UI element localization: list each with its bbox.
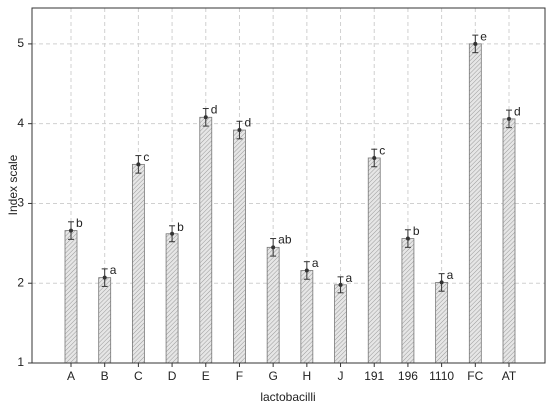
mean-dot (439, 280, 444, 285)
significance-letter: c (379, 143, 385, 157)
significance-letter: b (413, 224, 420, 238)
mean-dot (372, 155, 377, 160)
bar (300, 270, 314, 364)
x-tick-label: B (101, 369, 109, 383)
x-tick-label: C (134, 369, 143, 383)
mean-dot (405, 236, 410, 241)
x-tick-label: FC (467, 369, 483, 383)
significance-letter: a (346, 271, 353, 285)
mean-dot (170, 231, 175, 236)
x-tick-label: 1110 (429, 369, 454, 383)
mean-dot (203, 115, 208, 120)
x-tick-label: A (67, 369, 75, 383)
bar (98, 277, 112, 364)
bar (233, 129, 246, 364)
significance-letter: d (211, 103, 218, 117)
y-tick-label: 2 (17, 275, 24, 289)
bar (435, 282, 449, 364)
bar (199, 116, 213, 364)
bar (334, 284, 347, 364)
bar (502, 118, 516, 364)
y-tick-label: 1 (17, 355, 24, 369)
y-axis-label: Index scale (6, 154, 20, 215)
bar (367, 157, 381, 364)
bar (468, 43, 482, 364)
significance-letter: a (110, 263, 117, 277)
mean-dot (271, 245, 276, 250)
bar (401, 238, 415, 364)
mean-dot (304, 268, 309, 273)
mean-dot (473, 41, 478, 46)
significance-letter: e (480, 29, 487, 43)
significance-letter: d (244, 115, 251, 129)
x-tick-label: D (168, 369, 177, 383)
x-tick-label: AT (502, 369, 517, 383)
significance-letter: a (312, 256, 319, 270)
y-tick-label: 5 (17, 36, 24, 50)
x-tick-label: J (338, 369, 344, 383)
significance-letter: b (177, 220, 184, 234)
significance-letter: a (447, 268, 454, 282)
significance-letter: b (76, 216, 83, 230)
x-tick-label: 196 (398, 369, 418, 383)
x-tick-label: F (236, 369, 243, 383)
significance-letter: ab (278, 233, 292, 247)
mean-dot (507, 116, 511, 121)
bar (131, 163, 145, 364)
x-tick-label: H (303, 369, 312, 383)
significance-letter: d (514, 104, 521, 118)
mean-dot (136, 162, 141, 167)
bar (64, 230, 78, 364)
bar (266, 246, 280, 364)
bar (165, 233, 179, 364)
mean-dot (237, 128, 242, 133)
plot-frame (31, 7, 546, 364)
mean-dot (69, 228, 73, 233)
x-tick-label: G (268, 369, 277, 383)
x-axis-label: lactobacilli (260, 390, 315, 404)
significance-letter: c (143, 150, 149, 164)
mean-dot (338, 282, 343, 287)
mean-dot (102, 275, 107, 280)
x-tick-label: 191 (364, 369, 384, 383)
y-tick-label: 4 (17, 116, 24, 130)
x-tick-label: E (202, 369, 210, 383)
y-tick-label: 3 (17, 196, 24, 210)
